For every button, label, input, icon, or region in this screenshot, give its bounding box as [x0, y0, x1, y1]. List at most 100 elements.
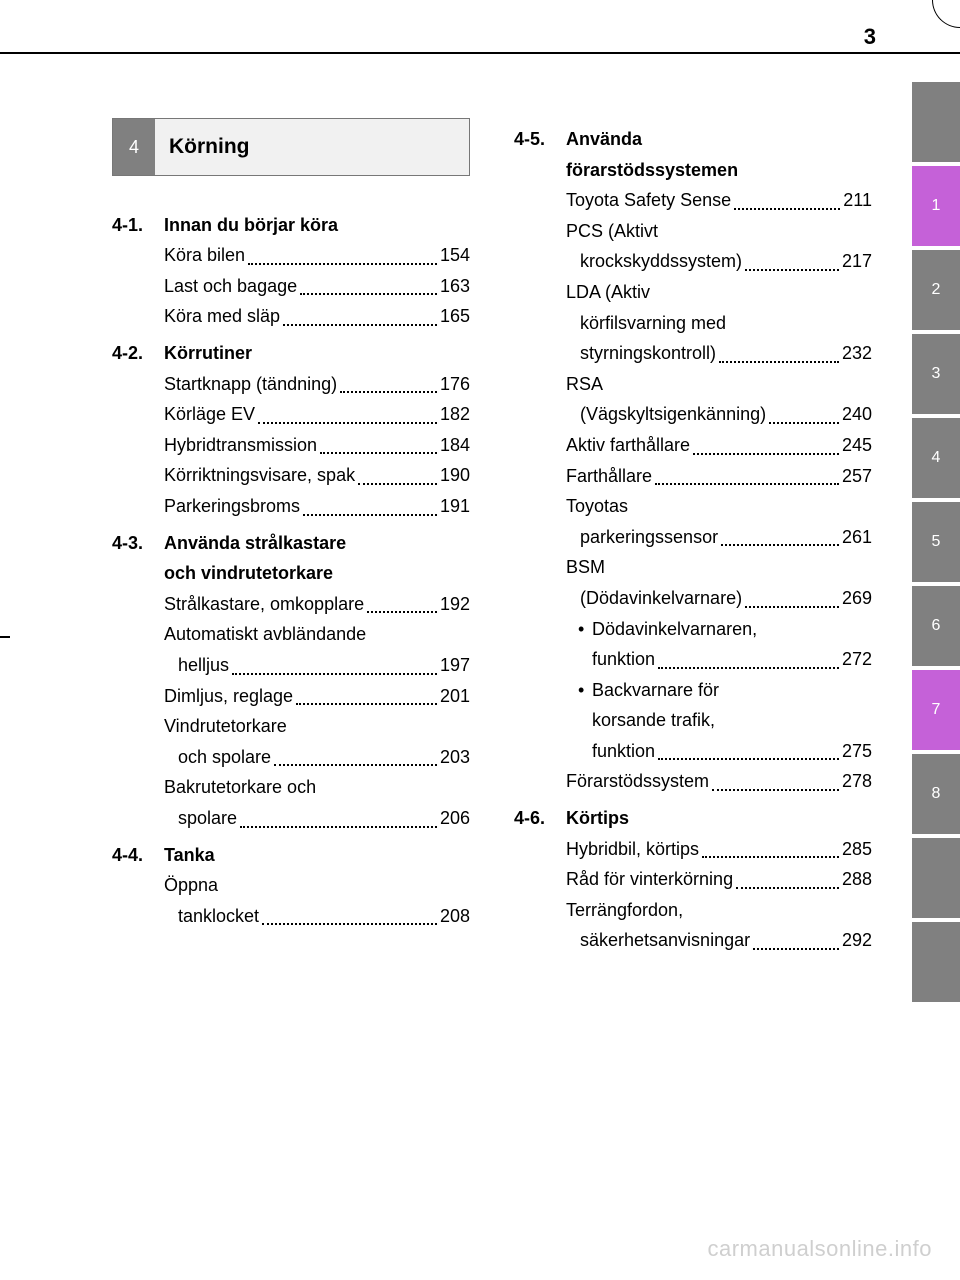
leader-dots — [283, 324, 437, 326]
toc-page-number: 182 — [440, 399, 470, 430]
section-number: 4-6. — [514, 803, 566, 834]
toc-column-left: 4 Körning 4-1.Innan du börjar köraKöra b… — [112, 118, 470, 956]
toc-entry-label: Startknapp (tändning) — [164, 369, 337, 400]
leader-dots — [745, 269, 839, 271]
bullet-icon: • — [578, 675, 592, 706]
leader-dots — [358, 483, 437, 485]
header-rule — [0, 52, 960, 54]
toc-entry-label: körfilsvarning med — [580, 308, 872, 339]
toc-entry-label: (Vägskyltsigenkänning) — [580, 399, 766, 430]
leader-dots — [745, 606, 839, 608]
toc-page-number: 154 — [440, 240, 470, 271]
toc-page-number: 184 — [440, 430, 470, 461]
leader-dots — [721, 544, 839, 546]
toc-entry-label: RSA — [566, 369, 872, 400]
leader-dots — [658, 758, 839, 760]
chapter-number: 4 — [113, 119, 155, 175]
section-heading: 4-4.Tanka — [112, 840, 470, 871]
leader-dots — [655, 483, 839, 485]
toc-content: 4 Körning 4-1.Innan du börjar köraKöra b… — [112, 118, 872, 956]
section-number: 4-5. — [514, 124, 566, 185]
toc-page-number: 272 — [842, 644, 872, 675]
section-tab[interactable]: 5 — [912, 502, 960, 582]
toc-entry-label: Toyotas — [566, 491, 872, 522]
toc-entry-label: Vindrutetorkare — [164, 711, 470, 742]
leader-dots — [658, 667, 839, 669]
toc-page-number: 211 — [843, 185, 872, 216]
toc-page-number: 232 — [842, 338, 872, 369]
toc-page-number: 217 — [842, 246, 872, 277]
toc-entry-label: Toyota Safety Sense — [566, 185, 731, 216]
section-heading: 4-2.Körrutiner — [112, 338, 470, 369]
toc-page-number: 269 — [842, 583, 872, 614]
toc-entry-label: spolare — [178, 803, 237, 834]
section-heading: 4-6.Körtips — [514, 803, 872, 834]
section-tab[interactable]: 7 — [912, 670, 960, 750]
section-tab[interactable]: 2 — [912, 250, 960, 330]
toc-entry-label: Körriktningsvisare, spak — [164, 460, 355, 491]
bullet-icon: • — [578, 614, 592, 645]
section-tab[interactable] — [912, 838, 960, 918]
toc-page-number: 208 — [440, 901, 470, 932]
leader-dots — [300, 293, 437, 295]
toc-entry-label: Aktiv farthållare — [566, 430, 690, 461]
section-tab[interactable]: 3 — [912, 334, 960, 414]
section-title: Körrutiner — [164, 338, 470, 369]
toc-entry-label: Parkeringsbroms — [164, 491, 300, 522]
section-tab[interactable]: 8 — [912, 754, 960, 834]
leader-dots — [248, 263, 437, 265]
toc-page-number: 163 — [440, 271, 470, 302]
chapter-title: Körning — [155, 119, 469, 175]
toc-entry-label: PCS (Aktivt — [566, 216, 872, 247]
toc-entry-label: Råd för vinterkörning — [566, 864, 733, 895]
section-title: Användaförarstödssystemen — [566, 124, 872, 185]
section-number: 4-2. — [112, 338, 164, 369]
leader-dots — [712, 789, 839, 791]
toc-page-number: 285 — [842, 834, 872, 865]
toc-entry-label: LDA (Aktiv — [566, 277, 872, 308]
toc-page-number: 261 — [842, 522, 872, 553]
section-heading: 4-1.Innan du börjar köra — [112, 210, 470, 241]
crop-mark-icon — [932, 0, 960, 28]
toc-page-number: 176 — [440, 369, 470, 400]
section-title: Innan du börjar köra — [164, 210, 470, 241]
toc-entry-label: korsande trafik, — [592, 705, 872, 736]
section-tab[interactable]: 4 — [912, 418, 960, 498]
toc-page-number: 191 — [440, 491, 470, 522]
section-title: Körtips — [566, 803, 872, 834]
toc-entry-label: funktion — [592, 644, 655, 675]
toc-page-number: 292 — [842, 925, 872, 956]
toc-entry-label: Last och bagage — [164, 271, 297, 302]
toc-entry-label: BSM — [566, 552, 872, 583]
section-tab[interactable] — [912, 82, 960, 162]
page-number: 3 — [864, 24, 876, 50]
section-title: Tanka — [164, 840, 470, 871]
leader-dots — [769, 422, 839, 424]
toc-entry-label: styrningskontroll) — [580, 338, 716, 369]
toc-entry-label: (Dödavinkelvarnare) — [580, 583, 742, 614]
toc-page-number: 240 — [842, 399, 872, 430]
toc-page-number: 275 — [842, 736, 872, 767]
leader-dots — [702, 856, 839, 858]
leader-dots — [296, 703, 437, 705]
toc-column-right: 4-5.AnvändaförarstödssystemenToyota Safe… — [514, 118, 872, 956]
toc-entry-label: Köra bilen — [164, 240, 245, 271]
leader-dots — [719, 361, 839, 363]
toc-entry-label: Dödavinkelvarnaren, — [592, 614, 757, 645]
section-tab[interactable]: 1 — [912, 166, 960, 246]
leader-dots — [753, 948, 839, 950]
section-tab[interactable]: 6 — [912, 586, 960, 666]
toc-entry-label: Strålkastare, omkopplare — [164, 589, 364, 620]
toc-entry-label: Hybridtransmission — [164, 430, 317, 461]
toc-page-number: 257 — [842, 461, 872, 492]
toc-entry-label: säkerhetsanvisningar — [580, 925, 750, 956]
toc-entry-label: Öppna — [164, 870, 470, 901]
section-title: Använda strålkastareoch vindrutetorkare — [164, 528, 470, 589]
toc-page-number: 165 — [440, 301, 470, 332]
leader-dots — [693, 453, 839, 455]
toc-entry-label: och spolare — [178, 742, 271, 773]
toc-page-number: 206 — [440, 803, 470, 834]
section-tab[interactable] — [912, 922, 960, 1002]
toc-entry-label: Köra med släp — [164, 301, 280, 332]
toc-entry-label: Hybridbil, körtips — [566, 834, 699, 865]
